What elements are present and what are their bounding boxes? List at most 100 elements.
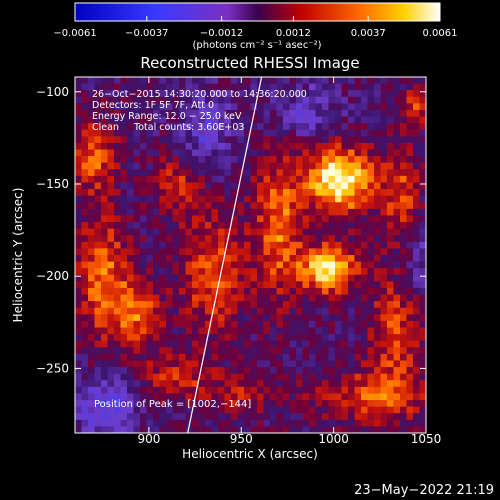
heatmap-cell xyxy=(172,142,180,151)
heatmap-cell xyxy=(276,202,284,210)
heatmap-cell xyxy=(153,116,161,124)
heatmap-cell xyxy=(133,255,141,263)
heatmap-cell xyxy=(328,287,336,296)
heatmap-cell xyxy=(224,367,232,375)
heatmap-cell xyxy=(283,189,291,197)
heatmap-cell xyxy=(341,162,349,170)
heatmap-cell xyxy=(166,287,174,296)
heatmap-cell xyxy=(244,294,252,302)
heatmap-cell xyxy=(153,274,161,282)
heatmap-cell xyxy=(406,261,414,269)
heatmap-cell xyxy=(374,109,382,118)
heatmap-cell xyxy=(159,347,167,355)
heatmap-cell xyxy=(263,294,271,302)
heatmap-cell xyxy=(166,373,174,381)
heatmap-cell xyxy=(250,347,258,355)
heatmap-cell xyxy=(270,129,278,137)
heatmap-cell xyxy=(81,129,89,137)
heatmap-cell xyxy=(341,334,349,342)
heatmap-cell xyxy=(315,222,323,230)
heatmap-cell xyxy=(361,156,369,164)
heatmap-cell xyxy=(367,175,375,184)
heatmap-cell xyxy=(367,123,375,131)
heatmap-cell xyxy=(127,103,135,111)
heatmap-cell xyxy=(354,419,362,427)
heatmap-cell xyxy=(179,419,187,427)
heatmap-cell xyxy=(146,400,154,408)
heatmap-cell xyxy=(88,400,96,408)
heatmap-cell xyxy=(198,156,206,164)
heatmap-cell xyxy=(159,83,167,91)
heatmap-cell xyxy=(231,149,239,157)
heatmap-cell xyxy=(114,228,122,236)
heatmap-cell xyxy=(302,347,310,355)
heatmap-cell xyxy=(400,327,408,335)
heatmap-cell xyxy=(205,228,213,236)
heatmap-cell xyxy=(406,235,414,243)
heatmap-cell xyxy=(263,353,271,362)
heatmap-cell xyxy=(387,235,395,243)
heatmap-cell xyxy=(146,241,154,249)
heatmap-cell xyxy=(393,360,401,368)
heatmap-cell xyxy=(289,386,297,395)
heatmap-cell xyxy=(296,380,304,388)
heatmap-cell xyxy=(107,347,115,355)
heatmap-cell xyxy=(413,109,421,118)
heatmap-cell xyxy=(107,136,115,144)
heatmap-cell xyxy=(413,294,421,302)
heatmap-cell xyxy=(198,162,206,170)
heatmap-cell xyxy=(315,235,323,243)
heatmap-cell xyxy=(250,287,258,296)
heatmap-cell xyxy=(393,413,401,421)
heatmap-cell xyxy=(387,142,395,151)
heatmap-cell xyxy=(413,340,421,348)
heatmap-cell xyxy=(146,83,154,91)
heatmap-cell xyxy=(348,116,356,124)
heatmap-cell xyxy=(270,169,278,177)
heatmap-cell xyxy=(88,419,96,427)
heatmap-cell xyxy=(348,228,356,236)
heatmap-cell xyxy=(159,235,167,243)
heatmap-cell xyxy=(315,367,323,375)
heatmap-cell xyxy=(367,162,375,170)
heatmap-cell xyxy=(367,142,375,151)
heatmap-cell xyxy=(341,393,349,401)
heatmap-cell xyxy=(250,222,258,230)
heatmap-cell xyxy=(75,255,83,263)
heatmap-cell xyxy=(237,169,245,177)
heatmap-cell xyxy=(75,156,83,164)
heatmap-cell xyxy=(348,347,356,355)
heatmap-cell xyxy=(114,182,122,190)
heatmap-cell xyxy=(419,334,426,342)
heatmap-cell xyxy=(270,103,278,111)
heatmap-cell xyxy=(114,202,122,210)
heatmap-cell xyxy=(374,353,382,362)
heatmap-cell xyxy=(270,189,278,197)
heatmap-cell xyxy=(88,175,96,184)
heatmap-cell xyxy=(393,156,401,164)
heatmap-cell xyxy=(393,235,401,243)
heatmap-cell xyxy=(400,268,408,276)
heatmap-cell xyxy=(120,367,128,375)
heatmap-cell xyxy=(185,228,193,236)
heatmap-cell xyxy=(153,400,161,408)
heatmap-cell xyxy=(335,360,343,368)
heatmap-cell xyxy=(101,235,109,243)
heatmap-cell xyxy=(250,301,258,309)
heatmap-cell xyxy=(406,307,414,315)
heatmap-cell xyxy=(107,248,115,256)
heatmap-cell xyxy=(296,255,304,263)
heatmap-cell xyxy=(75,116,83,124)
heatmap-cell xyxy=(205,268,213,276)
heatmap-cell xyxy=(354,162,362,170)
heatmap-cell xyxy=(335,96,343,104)
heatmap-cell xyxy=(127,274,135,282)
heatmap-cell xyxy=(361,248,369,256)
heatmap-cell xyxy=(335,156,343,164)
heatmap-cell xyxy=(237,109,245,118)
heatmap-cell xyxy=(315,274,323,282)
heatmap-cell xyxy=(159,136,167,144)
heatmap-cell xyxy=(296,175,304,184)
heatmap-cell xyxy=(361,215,369,223)
heatmap-cell xyxy=(211,136,219,144)
